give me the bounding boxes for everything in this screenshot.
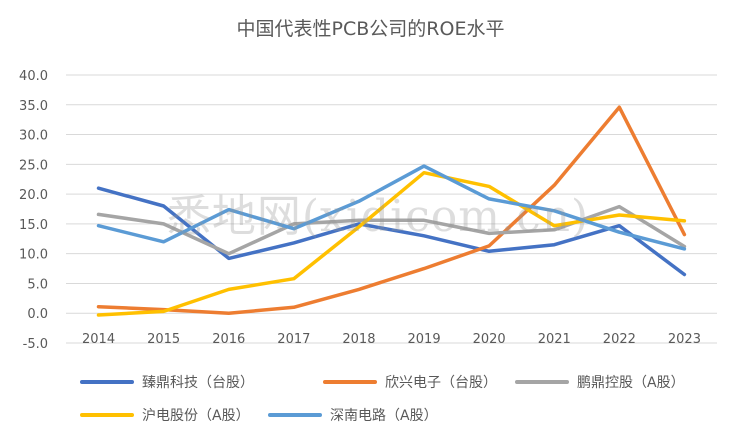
chart-title: 中国代表性PCB公司的ROE水平 bbox=[236, 18, 505, 40]
watermark: 悉地网(xidicom.cn) bbox=[166, 191, 590, 242]
x-tick-label: 2016 bbox=[212, 332, 245, 347]
series-line-3 bbox=[96, 204, 687, 256]
y-tick-label: 35.0 bbox=[19, 99, 48, 114]
y-tick-label: 15.0 bbox=[19, 218, 48, 233]
x-tick-label: 2022 bbox=[603, 332, 636, 347]
gridlines bbox=[66, 74, 717, 344]
x-axis: 2014 2015 2016 2017 2018 2019 2020 2021 2022 2023 bbox=[82, 332, 701, 347]
y-tick-label: 0.0 bbox=[27, 307, 48, 322]
x-tick-label: 2017 bbox=[277, 332, 310, 347]
x-tick-label: 2018 bbox=[342, 332, 375, 347]
series-line-5 bbox=[96, 164, 687, 251]
x-tick-label: 2014 bbox=[82, 332, 115, 347]
y-tick-label: 20.0 bbox=[19, 188, 48, 203]
series-line-2 bbox=[96, 105, 687, 315]
x-tick-label: 2019 bbox=[408, 332, 441, 347]
y-tick-label: 40.0 bbox=[19, 69, 48, 84]
x-tick-label: 2021 bbox=[538, 332, 571, 347]
x-tick-label: 2020 bbox=[473, 332, 506, 347]
y-tick-label: 30.0 bbox=[19, 129, 48, 144]
y-tick-label: -5.0 bbox=[23, 337, 48, 352]
y-axis: -5.0 0.0 5.0 10.0 15.0 20.0 25.0 30.0 35.0 40.0 bbox=[19, 69, 48, 352]
y-tick-label: 10.0 bbox=[19, 248, 48, 263]
series-line-1 bbox=[96, 186, 687, 277]
y-tick-label: 25.0 bbox=[19, 158, 48, 173]
y-tick-label: 5.0 bbox=[27, 277, 48, 292]
x-tick-label: 2015 bbox=[147, 332, 180, 347]
x-tick-label: 2023 bbox=[668, 332, 701, 347]
